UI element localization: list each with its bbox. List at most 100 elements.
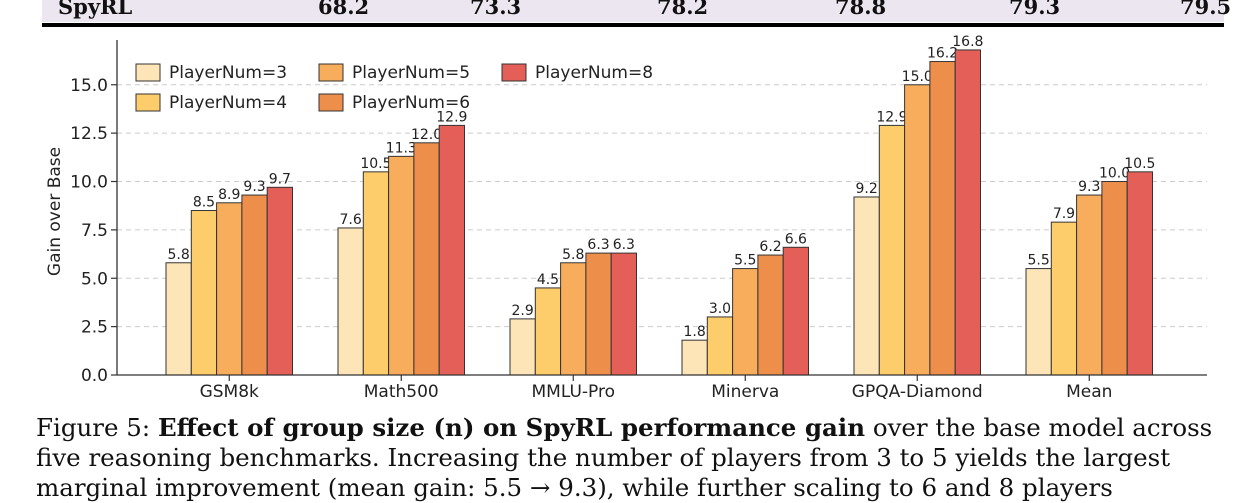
bar-value-label: 5.5 (1028, 253, 1050, 269)
x-tick-label: Minerva (711, 382, 779, 402)
legend-label: PlayerNum=8 (535, 63, 653, 83)
caption-line-3: marginal improvement (mean gain: 5.5 → 9… (36, 473, 1113, 502)
bar (878, 124, 906, 376)
legend-swatch (501, 63, 527, 82)
legend-swatch (318, 63, 344, 82)
bar-value-label: 3.0 (709, 301, 731, 317)
y-tick-label: 7.5 (81, 221, 108, 241)
bar (190, 210, 218, 376)
bar-value-label: 4.5 (537, 272, 559, 288)
bar (413, 142, 440, 376)
bar (1050, 221, 1078, 376)
bar (337, 227, 364, 376)
y-tick-label: 15.0 (70, 76, 108, 96)
bar-value-label: 9.2 (856, 181, 878, 197)
bar (362, 171, 390, 376)
bar-value-label: 6.3 (587, 237, 609, 253)
bar (388, 155, 415, 376)
y-tick-label: 0.0 (81, 366, 108, 386)
bar-value-label: 10.0 (1099, 166, 1130, 182)
y-tick-label: 12.5 (70, 124, 108, 144)
bar-value-label: 12.0 (411, 127, 442, 143)
table-bottom-rule (42, 23, 1224, 27)
legend-label: PlayerNum=6 (352, 93, 470, 113)
legend-swatch (135, 93, 161, 112)
bar (241, 194, 268, 376)
bar-value-label: 8.9 (218, 187, 240, 203)
bar-value-label: 10.5 (1124, 156, 1155, 172)
table-cell: 79.5 (1180, 0, 1232, 19)
x-tick-label: GPQA-Diamond (852, 382, 983, 402)
bar-value-label: 10.5 (360, 156, 391, 172)
bar-value-label: 6.2 (759, 239, 781, 255)
bar-value-label: 16.8 (952, 34, 983, 50)
y-tick-label: 10.0 (70, 173, 108, 193)
table-last-row: SpyRL 68.2 73.3 78.2 78.8 79.3 79.5 (42, 0, 1231, 22)
bar-value-label: 8.5 (193, 195, 215, 211)
table-cell: 73.3 (470, 0, 522, 19)
y-axis-label: Gain over Base (45, 147, 65, 276)
bar (585, 252, 612, 376)
bar-value-label: 16.2 (927, 46, 958, 62)
bar (929, 61, 956, 376)
y-tick-label: 5.0 (81, 269, 108, 289)
legend-label: PlayerNum=4 (169, 93, 287, 113)
bar (681, 339, 708, 376)
figure-caption: Figure 5: Effect of group size (n) on Sp… (36, 413, 1226, 503)
bar-value-label: 5.8 (562, 247, 584, 263)
bar-value-label: 5.8 (168, 247, 190, 263)
y-tick-label: 2.5 (81, 318, 108, 338)
table-cell: 68.2 (318, 0, 370, 19)
bar-value-label: 6.3 (613, 237, 635, 253)
bar (1076, 194, 1103, 376)
caption-bold-title: Effect of group size (n) on SpyRL perfor… (157, 413, 866, 442)
bar (954, 49, 982, 376)
legend-swatch (135, 63, 161, 82)
bar-value-label: 6.6 (785, 231, 807, 247)
bar (165, 262, 192, 376)
bar-chart: 0.02.55.07.510.012.515.05.88.5 8.9 9.3 9.7G… (45, 34, 1207, 402)
legend-swatch (318, 93, 344, 112)
bar (610, 252, 638, 376)
bar (438, 124, 466, 376)
x-tick-label: Mean (1066, 382, 1112, 402)
table-cell: 78.8 (835, 0, 887, 19)
caption-line-2: five reasoning benchmarks. Increasing th… (36, 443, 1171, 472)
table-row-label: SpyRL (58, 0, 133, 19)
bar-value-label: 9.3 (1078, 179, 1100, 195)
bar (1101, 181, 1128, 376)
bar (853, 196, 880, 376)
bar (560, 262, 587, 376)
bar (732, 268, 759, 376)
caption-text: over the base model across (865, 413, 1213, 442)
x-tick-label: MMLU-Pro (531, 382, 615, 402)
bar (216, 202, 243, 376)
bar-value-label: 1.8 (684, 324, 706, 340)
bar (757, 254, 784, 376)
caption-line-1: Figure 5: Effect of group size (n) on Sp… (36, 413, 1226, 443)
bar (782, 246, 810, 376)
bar-value-label: 7.6 (340, 212, 362, 228)
x-tick-label: GSM8k (200, 382, 259, 402)
bar-value-label: 12.9 (436, 109, 467, 125)
legend-label: PlayerNum=5 (352, 63, 470, 83)
table-cell: 78.2 (657, 0, 709, 19)
bar (266, 186, 294, 376)
bar (1126, 171, 1153, 376)
bar-value-label: 15.0 (902, 69, 933, 85)
bar (904, 84, 931, 376)
bar (509, 318, 536, 376)
bar (706, 316, 734, 376)
bar (534, 287, 562, 376)
bar-value-label: 11.3 (386, 140, 417, 156)
x-tick-label: Math500 (364, 382, 439, 402)
legend-label: PlayerNum=3 (169, 63, 287, 83)
bar-value-label: 2.9 (512, 303, 534, 319)
bar-value-label: 9.7 (269, 171, 291, 187)
table-cell: 79.3 (1009, 0, 1061, 19)
bar-value-label: 7.9 (1053, 206, 1075, 222)
bar-value-label: 5.5 (734, 253, 756, 269)
bar (1025, 268, 1052, 376)
bar-value-label: 9.3 (243, 179, 265, 195)
figure-label: Figure 5: (36, 413, 158, 442)
